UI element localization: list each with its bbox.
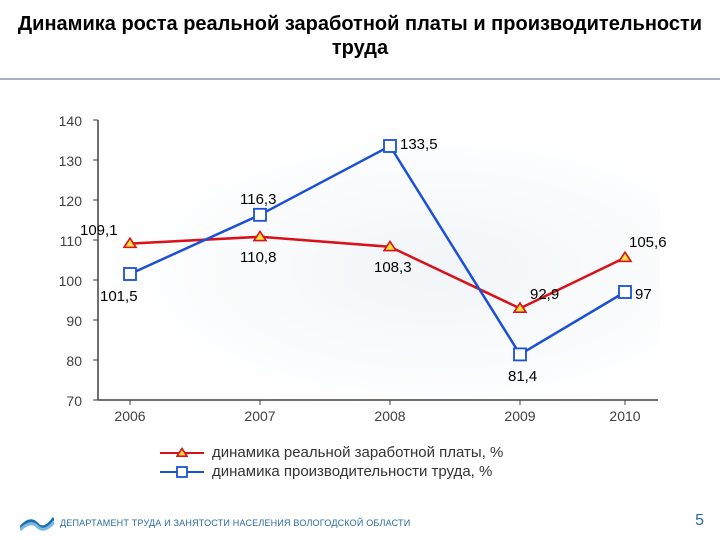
data-label: 97: [635, 286, 652, 303]
legend: динамика реальной заработной платы, % ди…: [160, 444, 503, 482]
chart-svg: [40, 110, 680, 440]
legend-item-productivity: динамика производительности труда, %: [160, 463, 503, 480]
chart-area: 70 80 90 100 110 120 130 140 2006 2007 2008 2009 201…: [40, 110, 680, 440]
x-tick-label: 2007: [230, 408, 290, 424]
data-label: 109,1: [80, 222, 118, 239]
legend-swatch-wages: [160, 446, 204, 460]
y-tick-label: 80: [42, 353, 82, 369]
y-tick-label: 100: [42, 273, 82, 289]
data-label: 81,4: [508, 368, 537, 385]
page-title: Динамика роста реальной заработной платы…: [0, 12, 720, 60]
y-tick-label: 70: [42, 393, 82, 409]
legend-swatch-productivity: [160, 465, 204, 479]
x-tick-label: 2006: [100, 408, 160, 424]
x-tick-label: 2009: [490, 408, 550, 424]
data-label: 116,3: [240, 191, 276, 208]
footer-logo: [20, 514, 54, 532]
y-tick-label: 110: [42, 233, 82, 249]
legend-label-productivity: динамика производительности труда, %: [212, 463, 492, 480]
legend-item-wages: динамика реальной заработной платы, %: [160, 444, 503, 461]
legend-label-wages: динамика реальной заработной платы, %: [212, 444, 503, 461]
title-underline: [0, 78, 720, 80]
data-label: 105,6: [629, 234, 667, 251]
y-tick-label: 140: [42, 113, 82, 129]
data-label: 110,8: [240, 249, 276, 266]
data-label: 108,3: [374, 259, 412, 276]
x-tick-label: 2008: [360, 408, 420, 424]
y-tick-label: 130: [42, 153, 82, 169]
footer-text: ДЕПАРТАМЕНТ ТРУДА И ЗАНЯТОСТИ НАСЕЛЕНИЯ …: [60, 518, 410, 528]
data-label: 133,5: [400, 136, 438, 153]
x-tick-label: 2010: [595, 408, 655, 424]
data-label: 101,5: [100, 288, 138, 305]
data-label: 92,9: [530, 286, 559, 303]
y-tick-label: 90: [42, 313, 82, 329]
page-number: 5: [695, 512, 704, 530]
y-tick-label: 120: [42, 193, 82, 209]
